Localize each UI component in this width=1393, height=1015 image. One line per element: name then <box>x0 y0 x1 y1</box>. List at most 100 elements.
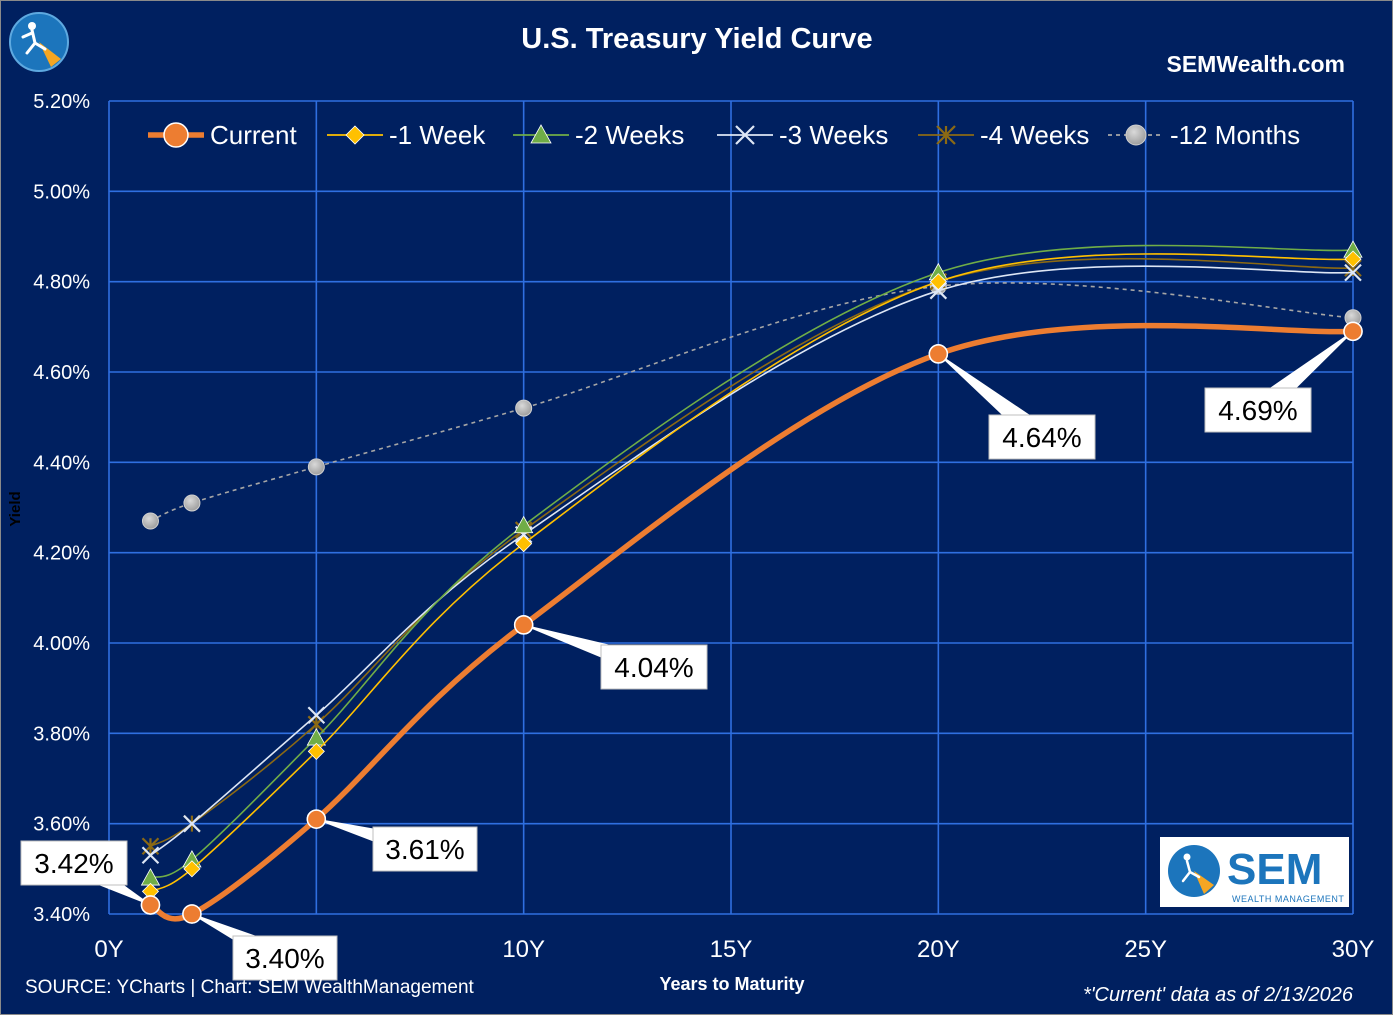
y-tick-label: 4.00% <box>33 633 90 655</box>
point-current-top <box>306 809 327 829</box>
data-label-text: 4.04% <box>614 652 693 683</box>
legend-swatch-marker <box>345 125 365 145</box>
point-3-weeks <box>929 281 948 300</box>
data-label-text: 4.64% <box>1002 422 1081 453</box>
footnote: *'Current' data as of 2/13/2026 <box>1083 984 1354 1006</box>
legend-swatch-marker <box>735 125 755 145</box>
data-label-box <box>20 840 128 886</box>
point-3-weeks <box>1344 263 1362 282</box>
y-tick-label: 3.40% <box>33 904 90 926</box>
y-tick-label: 5.20% <box>33 91 90 113</box>
data-label-1: 3.42% <box>20 840 151 906</box>
data-label-box <box>232 935 338 981</box>
point-2-weeks <box>513 515 534 534</box>
point-current-top <box>928 344 949 364</box>
series-3-weeks <box>141 263 1362 865</box>
point-current-top <box>182 904 202 924</box>
legend-label: Current <box>210 120 297 150</box>
point-1-week <box>183 860 201 878</box>
x-axis-ticks: 0Y 10Y 15Y 20Y 25Y 30Y <box>94 936 1374 963</box>
legend-swatch-marker <box>1125 124 1147 146</box>
legend-item-4-weeks: -4 Weeks <box>918 120 1089 150</box>
legend-item-1-week: -1 Week <box>327 120 486 150</box>
y-tick-label: 4.40% <box>33 452 90 474</box>
point-1-week <box>515 535 533 553</box>
data-label-text: 4.69% <box>1218 395 1297 426</box>
data-label-3: 3.61% <box>316 818 478 872</box>
y-tick-label: 5.00% <box>33 181 90 203</box>
sem-logo-text: SEM <box>1227 845 1322 894</box>
legend-label: -12 Months <box>1170 120 1300 150</box>
point-current-top <box>1343 321 1363 342</box>
point-current-top <box>513 615 534 635</box>
data-label-text: 3.61% <box>385 834 464 865</box>
series-12-months <box>141 277 1362 530</box>
data-label-box <box>600 644 708 690</box>
legend-swatch-marker <box>530 124 552 144</box>
y-tick-label: 4.60% <box>33 362 90 384</box>
point-current-top <box>140 895 161 915</box>
legend-label: -4 Weeks <box>980 120 1089 150</box>
y-axis-label: Yield <box>7 491 24 526</box>
sem-logo: SEM WEALTH MANAGEMENT <box>1160 837 1349 907</box>
grid-lines <box>108 100 1354 915</box>
series-current <box>140 321 1363 924</box>
series-line-3-weeks <box>149 265 1354 856</box>
data-label-text: 3.40% <box>245 943 324 974</box>
data-label-box <box>1204 387 1312 433</box>
y-tick-label: 4.20% <box>33 543 90 565</box>
legend: Current -1 Week -2 Weeks -3 Weeks -4 Weeks -1… <box>148 120 1300 150</box>
legend-swatch-marker <box>936 125 956 145</box>
y-tick-label: 3.60% <box>33 814 90 836</box>
series-line-1-week <box>150 253 1354 893</box>
legend-label: -2 Weeks <box>575 120 684 150</box>
point-1-week <box>307 742 325 760</box>
legend-label: -1 Week <box>389 120 486 150</box>
data-labels: 3.42% 3.40% 3.61% 4.04% 4.64% 4.69% <box>20 321 1363 981</box>
data-label-box <box>988 414 1096 460</box>
data-label-2: 3.40% <box>191 913 338 981</box>
series-line-4-weeks <box>150 257 1354 847</box>
legend-swatch-marker <box>163 122 189 148</box>
source-note: SOURCE: YCharts | Chart: SEM WealthManag… <box>25 977 475 998</box>
legend-item-2-weeks: -2 Weeks <box>513 120 684 150</box>
x-tick-label: 10Y <box>502 936 545 963</box>
legend-item-current: Current <box>148 120 297 150</box>
series-4-weeks <box>141 257 1362 856</box>
legend-item-3-weeks: -3 Weeks <box>717 120 888 150</box>
data-label-5: 4.64% <box>937 353 1096 460</box>
series-line-2-weeks <box>150 244 1354 879</box>
point-3-weeks <box>141 846 160 865</box>
series-line-12-months <box>150 282 1354 522</box>
point-3-weeks <box>307 706 326 725</box>
x-tick-label: 15Y <box>710 936 753 963</box>
data-label-text: 3.42% <box>34 848 113 879</box>
legend-label: -3 Weeks <box>779 120 888 150</box>
sem-logo-subtext: WEALTH MANAGEMENT <box>1232 894 1344 904</box>
chart-title: U.S. Treasury Yield Curve <box>521 23 872 55</box>
x-axis-label: Years to Maturity <box>659 974 804 994</box>
data-label-box <box>372 826 478 872</box>
legend-item-12-months: -12 Months <box>1108 120 1300 150</box>
y-axis-ticks: 3.40% 3.60% 3.80% 4.00% 4.20% 4.40% 4.60% 4.80%… <box>33 91 90 926</box>
point-12-months <box>183 494 201 512</box>
point-3-weeks <box>183 814 201 833</box>
current-points-top <box>140 321 1363 924</box>
point-1-week <box>1344 250 1362 268</box>
series-1-week <box>141 250 1362 900</box>
point-12-months <box>307 458 325 476</box>
series-line-current <box>149 322 1354 922</box>
data-label-4: 4.04% <box>523 624 708 690</box>
point-12-months <box>515 399 533 417</box>
corner-logo-icon <box>9 12 69 72</box>
y-tick-label: 3.80% <box>33 723 90 745</box>
data-label-6: 4.69% <box>1204 330 1354 433</box>
x-tick-label: 30Y <box>1332 936 1375 963</box>
point-1-week <box>929 273 947 291</box>
website-label: SEMWealth.com <box>1167 51 1346 77</box>
x-tick-label: 20Y <box>917 936 960 963</box>
x-tick-label: 25Y <box>1124 936 1167 963</box>
point-12-months <box>141 512 159 530</box>
